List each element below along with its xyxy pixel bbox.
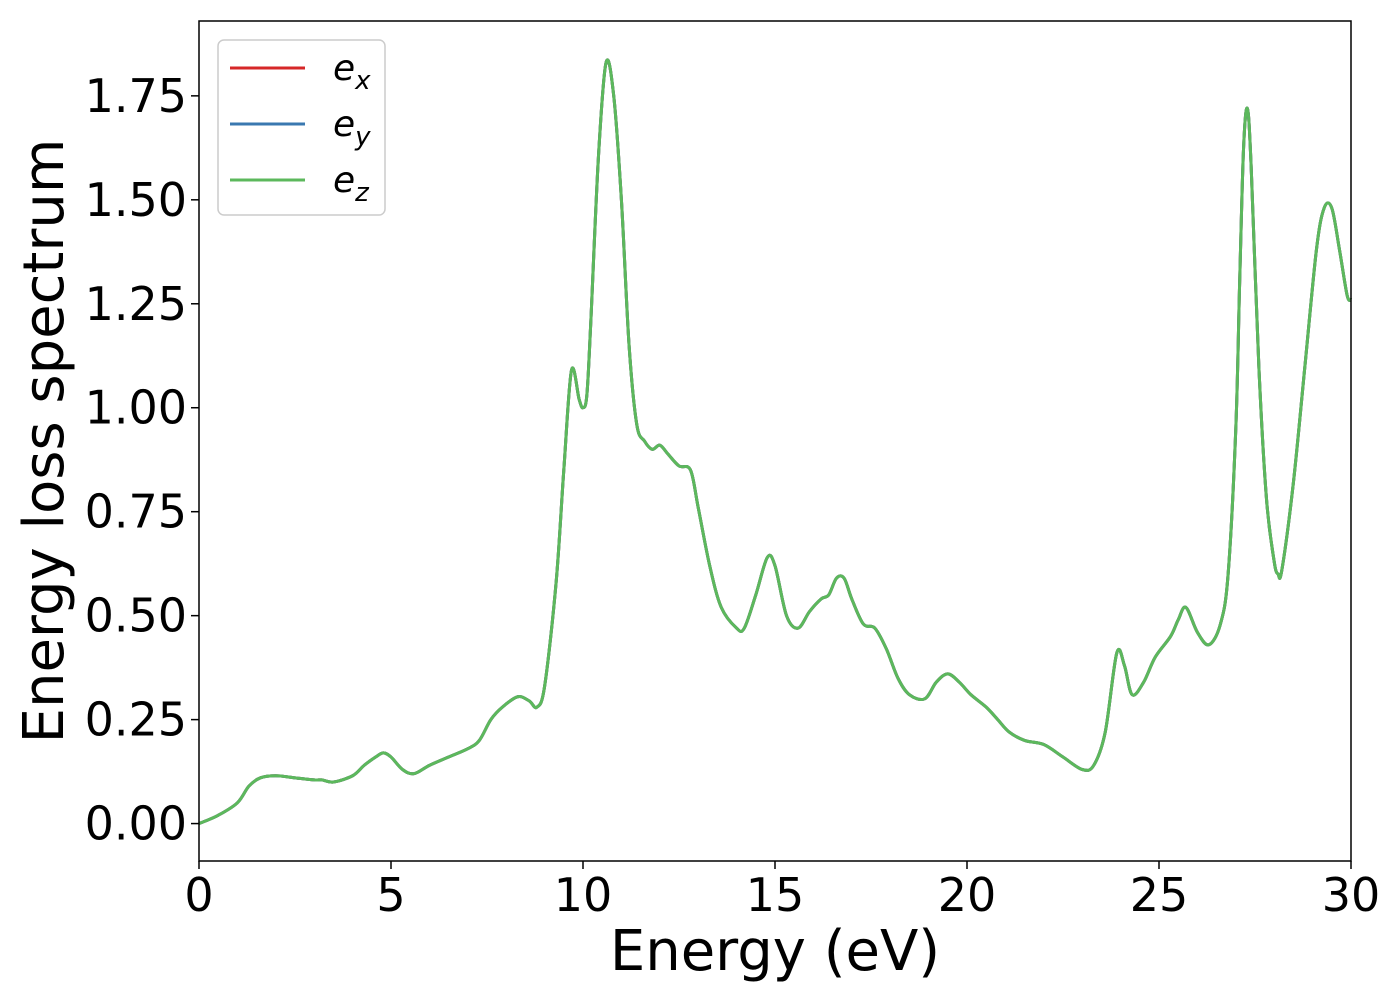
legend-label: ez <box>333 160 370 208</box>
x-axis: 0 5 10 15 20 25 30 <box>184 861 1380 922</box>
y-axis: 0.00 0.25 0.50 0.75 1.00 1.25 1.50 1.75 <box>85 69 199 851</box>
y-tick-label: 0.25 <box>85 693 187 747</box>
y-tick-label: 1.25 <box>85 277 187 331</box>
x-tick-label: 10 <box>554 868 613 922</box>
series-line-e-z <box>198 58 1353 825</box>
y-tick-label: 0.75 <box>85 485 187 539</box>
legend-label-subscript: x <box>354 66 371 96</box>
plot-background <box>199 21 1351 861</box>
x-tick-label: 5 <box>376 868 405 922</box>
y-tick-label: 1.50 <box>85 173 187 227</box>
x-tick-label: 15 <box>746 868 805 922</box>
x-tick-label: 20 <box>938 868 997 922</box>
x-tick-label: 30 <box>1322 868 1381 922</box>
x-axis-title: Energy (eV) <box>610 919 940 984</box>
y-tick-label: 1.75 <box>85 69 187 123</box>
legend-box <box>217 39 386 216</box>
legend-label-base: e <box>333 160 355 201</box>
legend-label: ey <box>333 104 371 152</box>
legend-label-base: e <box>333 48 355 89</box>
y-tick-label: 0.50 <box>85 589 187 643</box>
legend-label-subscript: y <box>354 122 371 152</box>
legend-label-base: e <box>333 104 355 145</box>
x-tick-label: 0 <box>184 868 213 922</box>
x-tick-label: 25 <box>1130 868 1189 922</box>
y-tick-label: 1.00 <box>85 381 187 435</box>
y-tick-label: 0.00 <box>85 797 187 851</box>
legend-label: ex <box>333 48 371 96</box>
legend-label-subscript: z <box>354 178 370 208</box>
series-layer <box>198 58 1353 825</box>
y-axis-title: Energy loss spectrum <box>12 139 77 744</box>
